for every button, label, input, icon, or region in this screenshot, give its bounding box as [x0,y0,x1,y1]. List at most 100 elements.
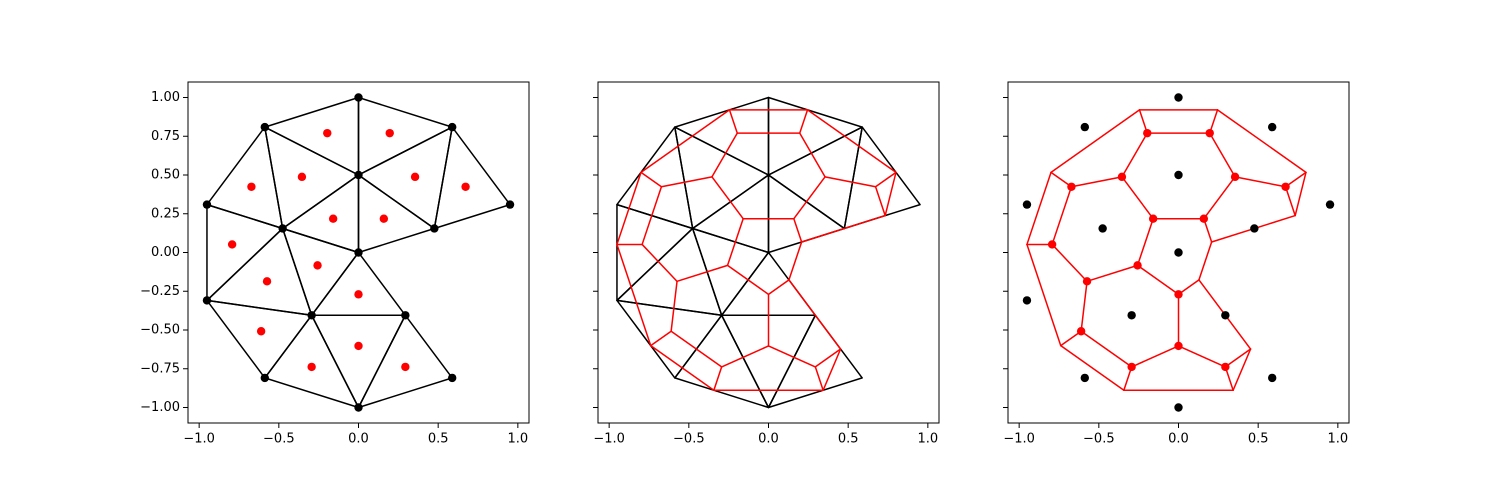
centroid-point [461,182,470,191]
panel: −1.0 −0.5 0.0 0.5 1.0 [593,81,940,447]
dual-edge [1130,345,1180,368]
vertex-point [1267,373,1277,383]
y-tick-label: −0.25 [140,284,180,299]
dual-edge [824,176,877,188]
dual-edge [793,176,826,220]
dual-edge [1121,132,1149,178]
vertex-point [430,224,439,233]
x-tick-label: 0.0 [348,432,369,447]
centroid-point [1148,214,1158,223]
dual-edge [1232,348,1252,391]
dual-edge [670,330,723,368]
dual-edge [1051,243,1088,283]
centroid-point [1076,327,1086,336]
centroid-point [1082,277,1092,286]
dual-edge [649,330,672,347]
y-tick-label: −0.50 [140,323,180,338]
centroid-point [401,362,410,372]
vertex-point [1127,311,1136,320]
panel: −1.0 −0.5 0.0 0.5 1.0 −1.00 −0.75 −0.50 −0.25 0.0… [140,81,530,447]
dual-edge [726,217,744,267]
vertex-point [202,200,212,209]
y-tick-label: 0.25 [151,206,180,221]
dual-edge [1208,132,1236,178]
y-tick-label: 1.00 [151,90,180,105]
dual-edge [767,345,817,368]
centroid-point [1230,172,1240,182]
centroid-point [354,290,363,299]
vertex-point [1174,93,1183,102]
dual-edge [1086,264,1139,283]
dual-edge [640,171,663,188]
dual-edge [1224,348,1252,368]
dual-edge [798,132,826,178]
axes-frame [597,81,940,424]
triangle [310,314,407,409]
vertex-point [1022,200,1032,209]
x-tick-label: 0.5 [1248,432,1269,447]
dual-edge [1294,171,1307,217]
dual-edge [660,176,713,188]
dual-edge [670,280,678,332]
vertex-point [1250,224,1259,233]
dual-edge [726,264,770,296]
centroid-point [297,172,307,182]
panel: −1.0 −0.5 0.0 0.5 1.0 [1003,81,1350,447]
dual-edge [1070,176,1123,188]
centroid-point [1199,214,1209,223]
triangle [674,314,770,409]
vertex-point [1174,248,1183,257]
x-tick-label: 0.5 [838,432,859,447]
dual-edge [874,171,897,188]
dual-edge [788,279,842,350]
triangle [616,299,723,379]
dual-edge [874,186,886,217]
dual-edge [814,348,842,368]
centroid-point [1281,182,1290,191]
centroid-point [354,341,363,351]
dual-edge [676,264,729,283]
dual-edge [641,243,678,283]
dual-edge [640,109,731,174]
centroid-point [328,214,338,223]
centroid-point [379,214,389,223]
centroid-point [1117,172,1127,182]
triangle [767,314,863,409]
x-tick-label: 0.0 [758,432,779,447]
vertex-point [447,373,457,383]
dual-edge [720,345,770,368]
vertex-point [1174,403,1183,412]
triangle [206,299,313,379]
triangle [264,96,360,176]
dual-edge [884,171,897,217]
dual-edge [1080,330,1133,368]
dual-edge [814,366,824,391]
vertex-point [260,373,270,383]
centroid-point [247,182,256,191]
vertex-point [1267,122,1277,132]
dual-edge [728,109,739,134]
dual-edge [767,279,790,296]
triangle [616,126,694,230]
dual-edge [713,366,723,391]
dual-edge [788,241,803,281]
dual-edge [1284,186,1296,217]
triangle [433,126,511,230]
dual-edge [641,186,663,246]
dual-edge [1136,264,1180,296]
x-tick-label: −1.0 [593,432,625,447]
vertex-point [1098,224,1107,233]
triangle [310,251,407,317]
dual-edge [649,344,715,391]
centroid-point [410,172,420,182]
x-tick-label: 1.0 [1328,432,1349,447]
dual-edge [1026,171,1052,246]
centroid-point [1047,240,1057,249]
vertex-point [1080,373,1090,383]
vertex-point [401,311,410,320]
y-tick-label: 0.00 [151,245,180,260]
triangle [357,96,453,176]
vertex-point [354,93,363,102]
centroid-point [307,362,316,372]
triangle [264,126,360,230]
